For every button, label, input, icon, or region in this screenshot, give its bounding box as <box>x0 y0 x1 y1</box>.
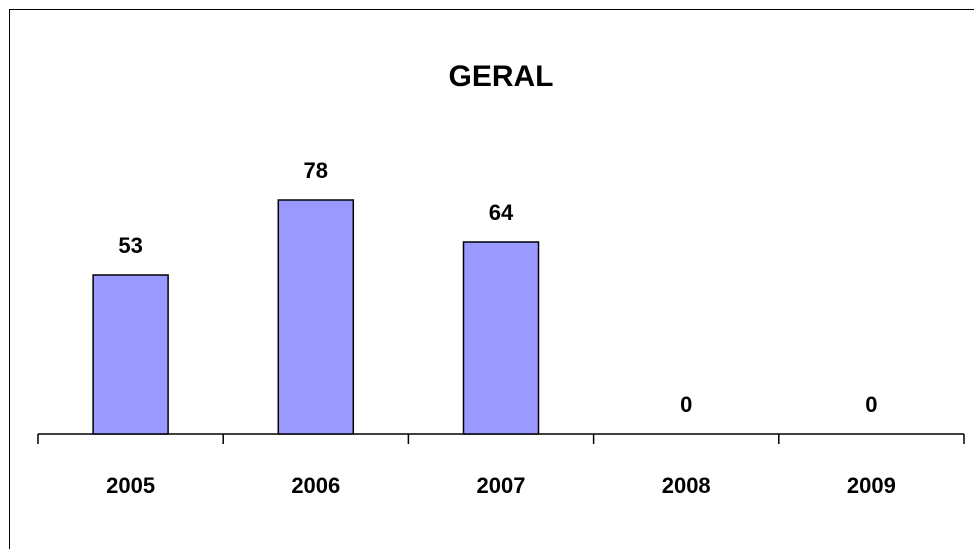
data-label-2009: 0 <box>865 392 877 417</box>
x-tick-label-2008: 2008 <box>662 473 711 498</box>
data-label-2005: 53 <box>118 233 142 258</box>
chart-frame <box>9 9 974 549</box>
bar-chart: GERAL 53 78 64 0 0 2005 2006 2007 2008 2009 <box>37 60 965 498</box>
x-tick-labels: 2005 2006 2007 2008 2009 <box>106 473 896 498</box>
bars <box>92 199 540 435</box>
x-tick-label-2005: 2005 <box>106 473 155 498</box>
data-label-2006: 78 <box>304 158 328 183</box>
x-tick-label-2006: 2006 <box>291 473 340 498</box>
x-axis-ticks <box>37 434 965 444</box>
x-tick-label-2007: 2007 <box>477 473 526 498</box>
data-label-2008: 0 <box>680 392 692 417</box>
data-label-2007: 64 <box>489 200 514 225</box>
chart-title: GERAL <box>449 60 554 93</box>
bar-2006 <box>277 199 355 435</box>
data-labels: 53 78 64 0 0 <box>118 158 877 417</box>
bar-2007 <box>462 241 540 435</box>
bar-2005 <box>92 274 169 435</box>
x-tick-label-2009: 2009 <box>847 473 896 498</box>
